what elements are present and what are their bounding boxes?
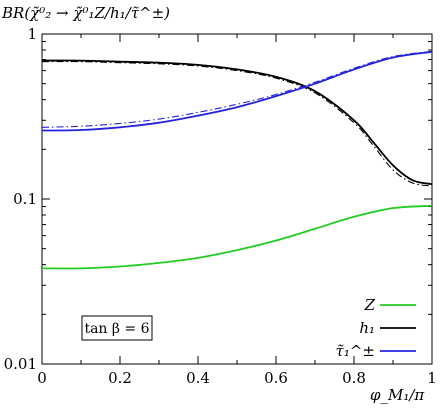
x-tick-label: 0.8 bbox=[342, 369, 366, 387]
legend-label: h₁ bbox=[359, 319, 375, 337]
y-tick-label: 0.1 bbox=[13, 190, 37, 208]
y-tick-label: 1 bbox=[27, 25, 37, 43]
series-line-0-solid bbox=[41, 204, 433, 270]
chart-title: BR(χ̃⁰₂ → χ̃⁰₁Z/h₁/τ̃^±) bbox=[1, 4, 170, 22]
series-line-2-dashdot bbox=[41, 61, 433, 187]
x-axis-label: φ_M₁/π bbox=[370, 386, 425, 404]
x-tick-label: 1 bbox=[427, 369, 437, 387]
series-line-3-solid bbox=[41, 50, 433, 132]
axis-ticks bbox=[41, 33, 433, 365]
series-lines bbox=[41, 50, 433, 270]
y-tick-label: 0.01 bbox=[4, 355, 37, 373]
plot-frame bbox=[41, 33, 433, 365]
legend-label: τ̃₁^± bbox=[336, 342, 375, 360]
annotation-box bbox=[81, 315, 153, 341]
x-tick-label: 0.6 bbox=[264, 369, 288, 387]
annotation-text: tan β = 6 bbox=[84, 321, 149, 337]
series-line-1-solid bbox=[41, 59, 433, 186]
x-tick-label: 0 bbox=[37, 369, 47, 387]
x-tick-label: 0.2 bbox=[108, 369, 132, 387]
y-tick-labels: 1 0.1 0.01 bbox=[4, 25, 37, 373]
x-tick-label: 0.4 bbox=[186, 369, 210, 387]
x-tick-labels: 0 0.2 0.4 0.6 0.8 1 bbox=[37, 369, 437, 387]
legend: Zh₁ τ̃₁^± bbox=[336, 296, 416, 360]
legend-label: Z bbox=[364, 296, 376, 314]
